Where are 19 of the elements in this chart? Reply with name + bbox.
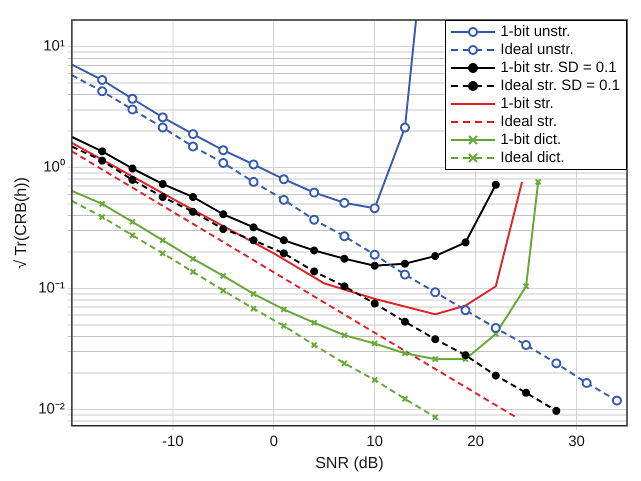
- legend-label: 1-bit str.: [500, 95, 554, 113]
- legend-label: 1-bit unstr.: [500, 23, 570, 41]
- legend-label: Ideal str. SD = 0.1: [500, 77, 620, 95]
- legend-label: Ideal unstr.: [500, 41, 574, 59]
- x-tick-label: 30: [568, 432, 585, 450]
- x-tick-label: 0: [270, 432, 278, 450]
- legend-label: 1-bit str. SD = 0.1: [500, 59, 617, 77]
- y-tick-label: 10⁻¹: [38, 280, 65, 297]
- legend-label: 1-bit dict.: [500, 131, 562, 149]
- x-tick-label: 20: [467, 432, 484, 450]
- legend-label: Ideal str.: [500, 113, 558, 131]
- y-axis-title: √ Tr(CRB(h)): [13, 177, 30, 269]
- x-axis-title: SNR (dB): [315, 454, 384, 472]
- x-tick-label: -10: [162, 432, 184, 450]
- y-tick-label: 10⁻²: [38, 400, 65, 418]
- y-tick-label: 10¹: [43, 38, 65, 55]
- y-tick-label: 10⁰: [43, 158, 65, 176]
- x-tick-label: 10: [366, 432, 384, 450]
- legend-label: Ideal dict.: [500, 149, 565, 167]
